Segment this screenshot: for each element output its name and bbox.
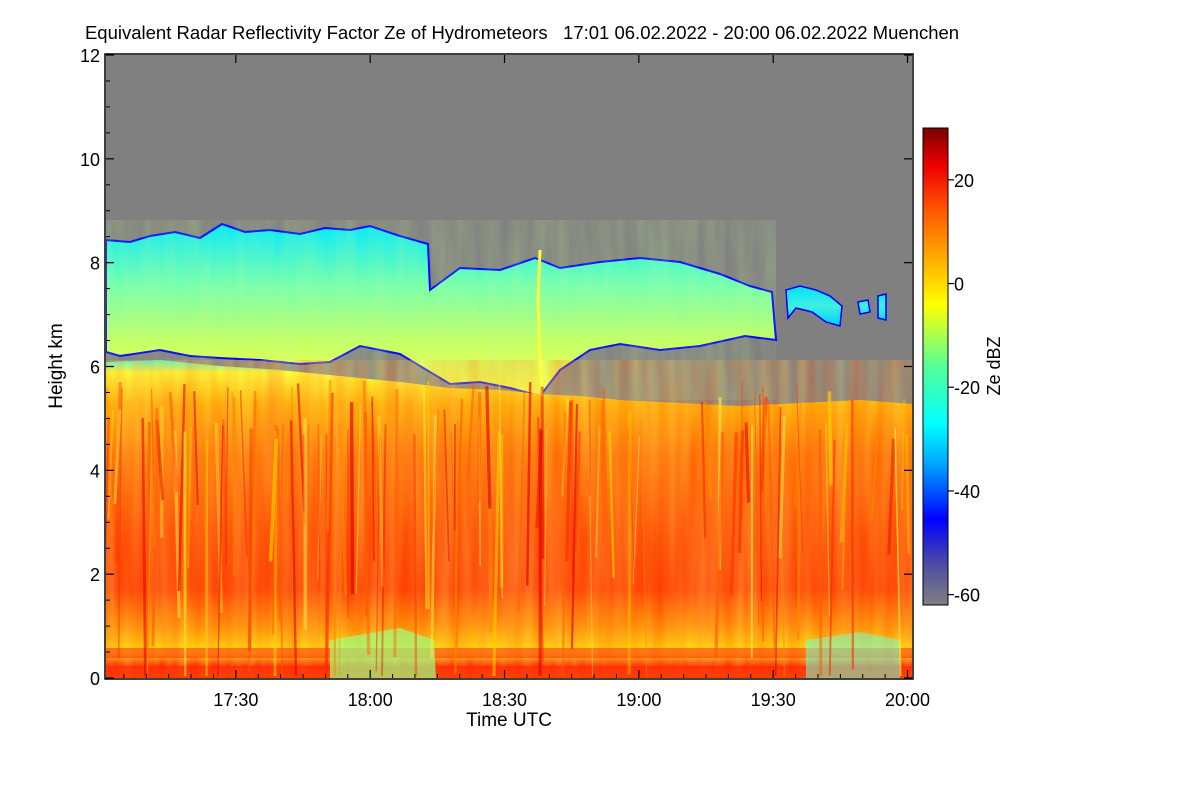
- fall-streak-line: [428, 381, 429, 609]
- colorbar-tick-label: 20: [954, 171, 974, 191]
- y-tick-label: 2: [90, 565, 100, 585]
- fall-streak-line: [414, 434, 416, 676]
- chart-title: Equivalent Radar Reflectivity Factor Ze …: [85, 22, 959, 43]
- fall-streak-line: [852, 400, 853, 670]
- fall-streak-line: [542, 387, 543, 559]
- precip-texture-red: [106, 360, 912, 678]
- colorbar-tick-label: 0: [954, 275, 964, 295]
- x-tick-label: 17:30: [213, 690, 258, 710]
- y-tick-label: 8: [90, 254, 100, 274]
- y-tick-label: 0: [90, 669, 100, 689]
- fall-streak-line: [602, 400, 603, 541]
- y-tick-label: 10: [80, 150, 100, 170]
- colorbar-label: Ze dBZ: [984, 336, 1004, 395]
- fall-streak-line: [829, 391, 831, 485]
- fall-streak-line: [249, 429, 251, 652]
- x-tick-label: 18:30: [482, 690, 527, 710]
- fall-streak-line: [479, 392, 480, 501]
- fall-streak-line: [395, 389, 397, 657]
- colorbar-tick-label: -20: [954, 378, 980, 398]
- surface-band: [106, 666, 912, 678]
- fall-streak-line: [352, 402, 353, 594]
- fall-streak-line: [907, 434, 909, 554]
- near-ground-band: [106, 648, 912, 658]
- x-tick-label: 19:00: [616, 690, 661, 710]
- fall-streak-line: [629, 410, 630, 674]
- x-tick-label: 19:30: [751, 690, 796, 710]
- colorbar: [923, 128, 948, 605]
- colorbar-tick-label: -40: [954, 482, 980, 502]
- plot-area: [104, 55, 912, 678]
- x-tick-label: 18:00: [348, 690, 393, 710]
- y-tick-label: 4: [90, 461, 100, 481]
- fall-streak-line: [765, 416, 766, 505]
- y-tick-label: 6: [90, 358, 100, 378]
- x-tick-label: 20:00: [885, 690, 930, 710]
- fall-streak-line: [820, 429, 821, 676]
- colorbar-ticks: 20 0 -20 -40 -60: [948, 171, 980, 606]
- x-axis-label: Time UTC: [466, 710, 552, 731]
- y-axis-label: Height km: [46, 323, 67, 409]
- y-tick-label: 12: [80, 46, 100, 66]
- colorbar-tick-label: -60: [954, 586, 980, 606]
